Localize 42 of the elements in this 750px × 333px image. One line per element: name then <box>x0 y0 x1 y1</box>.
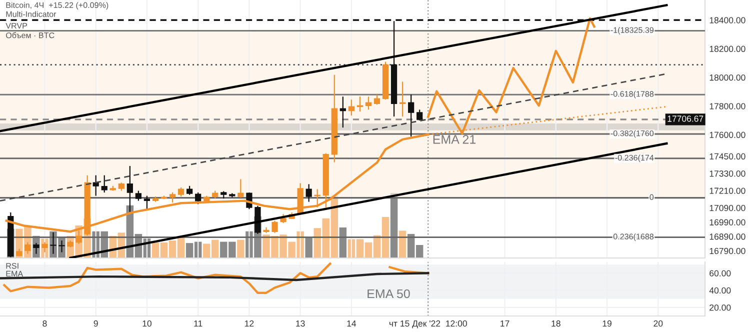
y-tick-label: 17800.00 <box>710 103 746 110</box>
x-tick-label: 18 <box>552 320 560 327</box>
annotation: EMA 50 <box>368 289 410 298</box>
annotation: VRVP <box>6 23 28 29</box>
ref-line-label: 17706.67 <box>668 116 704 122</box>
y-tick-label: 18400.00 <box>710 17 746 24</box>
x-tick-label: 19 <box>602 320 612 327</box>
x-tick-label: 8 <box>42 320 47 327</box>
y-tick-label: 17330.00 <box>710 170 746 177</box>
x-tick-label: 13 <box>296 320 305 327</box>
y-tick-label: 17090.00 <box>710 204 746 212</box>
annotation: -1(18325.39 <box>610 27 654 35</box>
x-tick-label: 20 <box>654 320 663 327</box>
y-tick-label: 16790.00 <box>710 248 746 254</box>
x-tick-label: чт 15 Дек '22 12:00 <box>389 320 467 328</box>
annotation: Multi-Indicator <box>6 11 56 18</box>
annotation: -0.236(174 <box>615 154 654 162</box>
annotation: -0.382(1760 <box>610 130 654 138</box>
y-tick-label: 16990.00 <box>710 219 746 226</box>
y-tick-label: 18200.00 <box>710 46 746 52</box>
x-tick-label: 14 <box>347 320 356 327</box>
y-tick-label: 20.00 <box>710 304 731 311</box>
annotation: 0 <box>650 194 654 200</box>
y-tick-label: 17450.00 <box>710 153 746 160</box>
annotation: EMA <box>6 270 24 276</box>
annotation: Объем · BTC <box>6 32 54 38</box>
x-tick-label: 12 <box>245 320 254 327</box>
annotation: -0.618(1788 <box>610 90 654 98</box>
y-tick-label: 40.00 <box>709 287 731 294</box>
x-tick-label: 11 <box>194 320 202 327</box>
x-tick-label: 17 <box>500 320 510 327</box>
y-tick-label: 60.00 <box>710 270 731 276</box>
y-tick-label: 18000.00 <box>710 74 746 81</box>
annotation: EMA 21 <box>433 134 476 144</box>
annotation: 0.236(1688 <box>613 233 654 241</box>
y-tick-label: 17600.00 <box>710 132 746 138</box>
x-tick-label: 9 <box>94 320 98 327</box>
annotation: RSI <box>6 263 18 269</box>
x-tick-label: 10 <box>142 320 152 327</box>
y-tick-label: 16890.00 <box>710 234 746 240</box>
chart-title: Bitcoin, 4Ч +15.22 (+0.09%) <box>6 2 108 10</box>
y-tick-label: 17210.00 <box>710 188 746 194</box>
